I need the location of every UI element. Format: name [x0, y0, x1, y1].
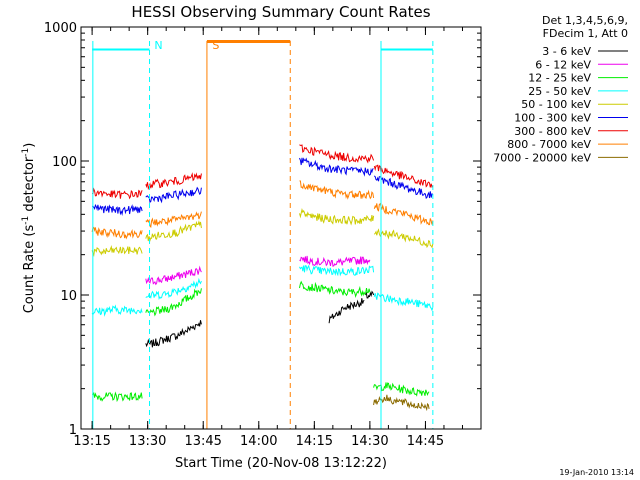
legend-entry-label: 800 - 7000 keV	[507, 138, 591, 151]
y-axis-label-part: detector	[22, 156, 37, 216]
y-tick-label: 1000	[44, 21, 77, 36]
legend-entry-label: 3 - 6 keV	[542, 45, 591, 58]
chart-title: HESSI Observing Summary Count Rates	[131, 3, 430, 21]
legend-header-line: FDecim 1, Att 0	[543, 27, 628, 40]
y-axis-label-sup: -1	[21, 216, 31, 225]
series-line	[91, 264, 434, 317]
y-tick-label: 1	[69, 423, 77, 438]
event-marker-label: S	[212, 39, 219, 52]
series-line	[91, 180, 434, 240]
legend-entry-label: 6 - 12 keV	[535, 58, 591, 71]
series-layer	[91, 144, 434, 412]
y-axis-label-part: )	[22, 143, 37, 148]
y-axis-label-sup: -1	[21, 148, 31, 157]
axis-layer: 13:15 13:30 13:45 14:00 14:15 14:30 14:45 1 10 10…	[44, 21, 481, 449]
y-axis-label-part: Count Rate (s	[22, 225, 37, 314]
x-tick-label: 13:30	[129, 434, 166, 449]
y-tick-label: 100	[52, 155, 77, 170]
plot-frame	[80, 26, 482, 430]
legend: Det 1,3,4,5,6,9, FDecim 1, Att 0 3 - 6 k…	[493, 14, 628, 164]
legend-entry-label: 7000 - 20000 keV	[493, 151, 591, 164]
series-line	[373, 394, 430, 412]
y-axis-label: Count Rate (s-1 detector-1)	[21, 143, 37, 314]
legend-entry-label: 50 - 100 keV	[521, 98, 591, 111]
footer-date: 19-Jan-2010 13:14	[559, 468, 634, 477]
x-axis-label: Start Time (20-Nov-08 13:12:22)	[175, 456, 387, 471]
x-tick-label: 13:15	[73, 434, 110, 449]
y-tick-label: 10	[60, 289, 77, 304]
series-line	[92, 280, 430, 403]
x-tick-label: 13:45	[184, 434, 221, 449]
x-tick-label: 14:45	[407, 434, 444, 449]
x-tick-label: 14:30	[351, 434, 388, 449]
series-line	[145, 290, 375, 348]
legend-header-line: Det 1,3,4,5,6,9,	[542, 14, 628, 27]
legend-entry-label: 300 - 800 keV	[514, 125, 591, 138]
series-line	[91, 157, 434, 216]
legend-entry-label: 12 - 25 keV	[528, 72, 591, 85]
series-line	[145, 255, 371, 286]
legend-entry-label: 100 - 300 keV	[514, 112, 591, 125]
series-line	[91, 208, 434, 257]
x-tick-label: 14:00	[240, 434, 277, 449]
event-marker-label: N	[154, 39, 162, 52]
x-tick-label: 14:15	[296, 434, 333, 449]
series-line	[92, 144, 434, 200]
legend-entry-label: 25 - 50 keV	[528, 85, 591, 98]
